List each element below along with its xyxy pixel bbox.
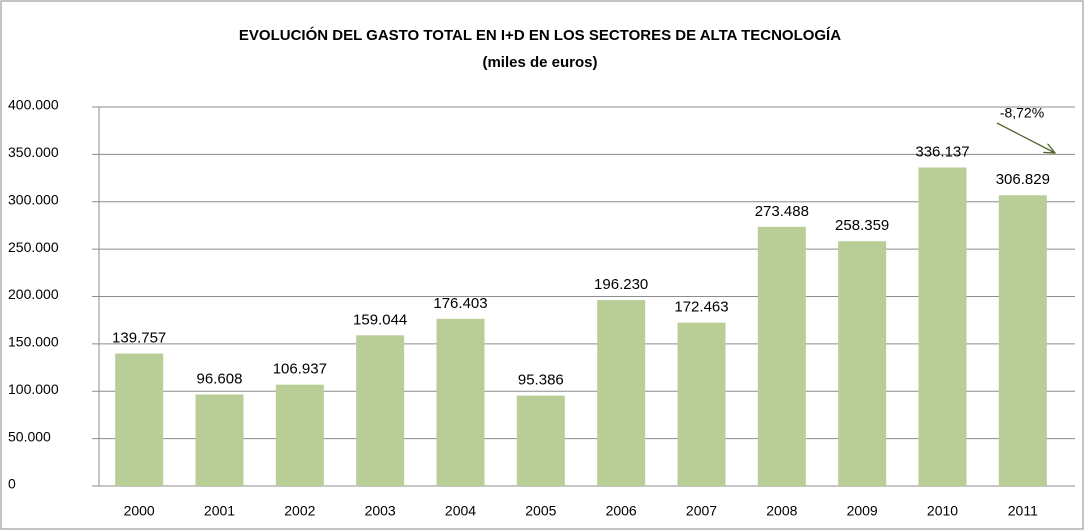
bar [918, 167, 967, 486]
data-label: 258.359 [835, 217, 889, 234]
bar [275, 384, 324, 486]
chart-title: EVOLUCIÓN DEL GASTO TOTAL EN I+D EN LOS … [239, 26, 841, 44]
x-tick-label: 2001 [204, 503, 235, 519]
y-tick-label: 150.000 [8, 334, 59, 350]
data-label: 306.829 [996, 171, 1050, 188]
bar [356, 335, 405, 486]
data-label: 106.937 [273, 361, 327, 378]
y-tick-label: 250.000 [8, 239, 59, 255]
bar [757, 226, 806, 486]
y-tick-label: 100.000 [8, 381, 59, 397]
trend-arrow [996, 122, 1055, 153]
y-tick-label: 300.000 [8, 191, 59, 207]
bar [838, 241, 887, 486]
y-tick-label: 400.000 [8, 97, 59, 113]
x-tick-label: 2000 [124, 503, 155, 519]
data-label: 196.230 [594, 276, 648, 293]
data-label: 159.044 [353, 311, 407, 328]
bar [195, 394, 244, 486]
x-tick-label: 2007 [686, 503, 717, 519]
y-tick-label: 50.000 [8, 428, 51, 444]
data-label: 95.386 [518, 372, 564, 389]
bar [998, 195, 1047, 486]
data-label: 172.463 [674, 299, 728, 316]
x-tick-label: 2011 [1008, 503, 1038, 519]
y-tick-label: 0 [8, 476, 16, 492]
data-label: 96.608 [197, 370, 243, 387]
bar [597, 300, 646, 486]
y-tick-label: 350.000 [8, 144, 59, 160]
bar [677, 322, 726, 486]
data-label: 139.757 [112, 330, 166, 347]
chart-subtitle: (miles de euros) [482, 54, 597, 71]
x-tick-label: 2004 [445, 503, 476, 519]
data-label: 336.137 [915, 143, 969, 160]
x-tick-label: 2009 [847, 503, 878, 519]
bar [115, 353, 164, 486]
x-tick-label: 2010 [927, 503, 958, 519]
bar [436, 318, 485, 486]
data-label: 176.403 [433, 295, 487, 312]
bar [516, 395, 565, 486]
x-tick-label: 2002 [284, 503, 315, 519]
data-label: 273.488 [755, 203, 809, 220]
x-tick-label: 2005 [525, 503, 556, 519]
x-tick-label: 2006 [606, 503, 637, 519]
x-tick-label: 2003 [365, 503, 396, 519]
annotation: -8,72% [1000, 105, 1044, 121]
y-tick-label: 200.000 [8, 286, 59, 302]
x-tick-label: 2008 [766, 503, 797, 519]
